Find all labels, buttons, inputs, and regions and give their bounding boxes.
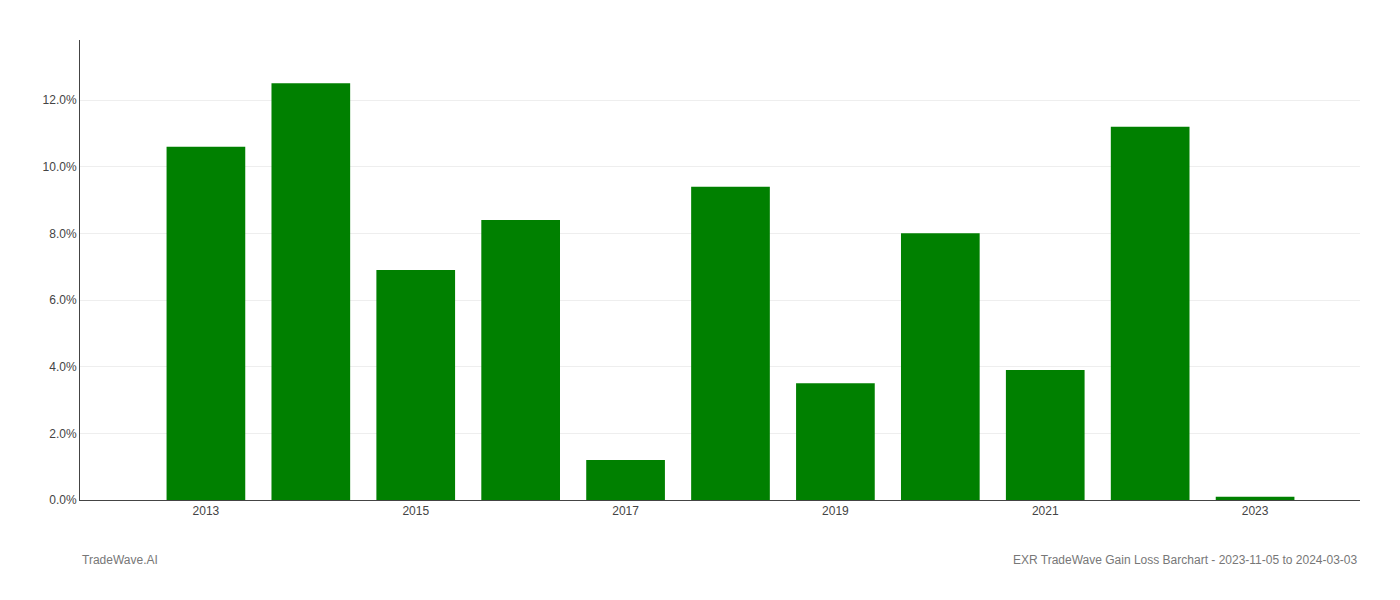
svg-text:2017: 2017 bbox=[612, 504, 639, 518]
svg-text:EXR TradeWave Gain Loss Barcha: EXR TradeWave Gain Loss Barchart - 2023-… bbox=[1013, 553, 1358, 567]
svg-text:2021: 2021 bbox=[1032, 504, 1059, 518]
svg-text:2019: 2019 bbox=[822, 504, 849, 518]
svg-text:0.0%: 0.0% bbox=[49, 493, 77, 507]
svg-text:2.0%: 2.0% bbox=[49, 427, 77, 441]
svg-text:2023: 2023 bbox=[1242, 504, 1269, 518]
svg-text:2013: 2013 bbox=[193, 504, 220, 518]
svg-text:6.0%: 6.0% bbox=[49, 293, 77, 307]
svg-text:4.0%: 4.0% bbox=[49, 360, 77, 374]
svg-text:2015: 2015 bbox=[402, 504, 429, 518]
svg-text:8.0%: 8.0% bbox=[49, 227, 77, 241]
svg-text:12.0%: 12.0% bbox=[43, 93, 77, 107]
svg-text:10.0%: 10.0% bbox=[43, 160, 77, 174]
svg-text:TradeWave.AI: TradeWave.AI bbox=[82, 553, 158, 567]
